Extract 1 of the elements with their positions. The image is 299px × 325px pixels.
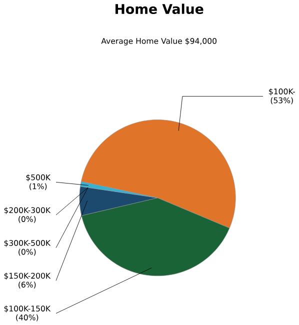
chart-title: Home Value xyxy=(116,4,204,14)
